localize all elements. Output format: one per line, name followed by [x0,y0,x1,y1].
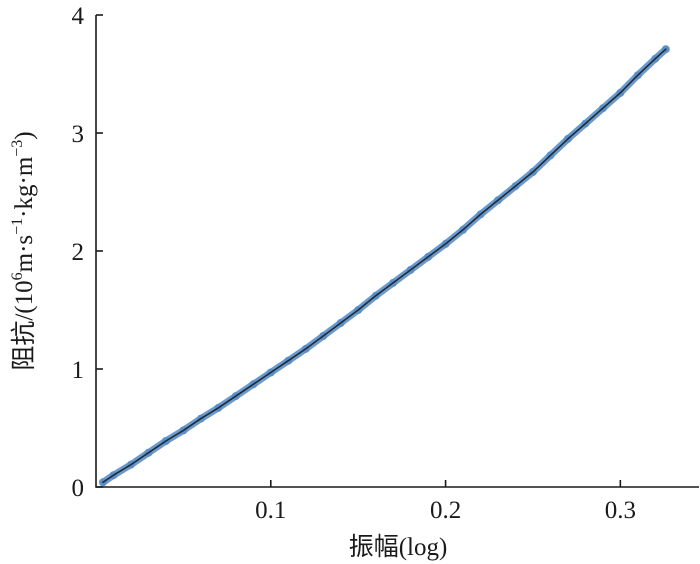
x-axis-ticks: 0.1 0.2 0.3 [255,480,636,524]
y-tick-label: 2 [72,239,85,266]
y-axis-title: 阻抗/(106m·s−1·kg·m−3) [9,131,38,370]
x-tick-label: 0.1 [255,497,286,524]
x-tick-label: 0.3 [605,497,636,524]
y-axis-title-sup-1: 6 [9,272,26,280]
y-tick-label: 4 [72,3,85,30]
series-layer [99,45,670,487]
y-axis-title-sup-2: −1 [9,218,26,235]
x-axis-title: 振幅(log) [349,533,448,561]
measured-series-line [99,45,670,486]
x-tick-label: 0.2 [430,497,461,524]
fit-series-line [102,48,667,484]
y-axis-title-suffix: ) [11,131,38,139]
y-tick-label: 3 [72,121,85,148]
plot-frame [95,15,699,488]
y-tick-label: 1 [72,357,85,384]
y-tick-label: 0 [72,475,85,502]
y-axis-title-sup-3: −3 [9,140,26,157]
y-axis-ticks: 0 1 2 3 4 [72,3,103,502]
y-axis-title-prefix: 阻抗/(10 [10,280,38,370]
y-axis-title-mid-1: m·s [11,235,38,273]
y-axis-title-mid-2: ·kg·m [11,156,38,218]
